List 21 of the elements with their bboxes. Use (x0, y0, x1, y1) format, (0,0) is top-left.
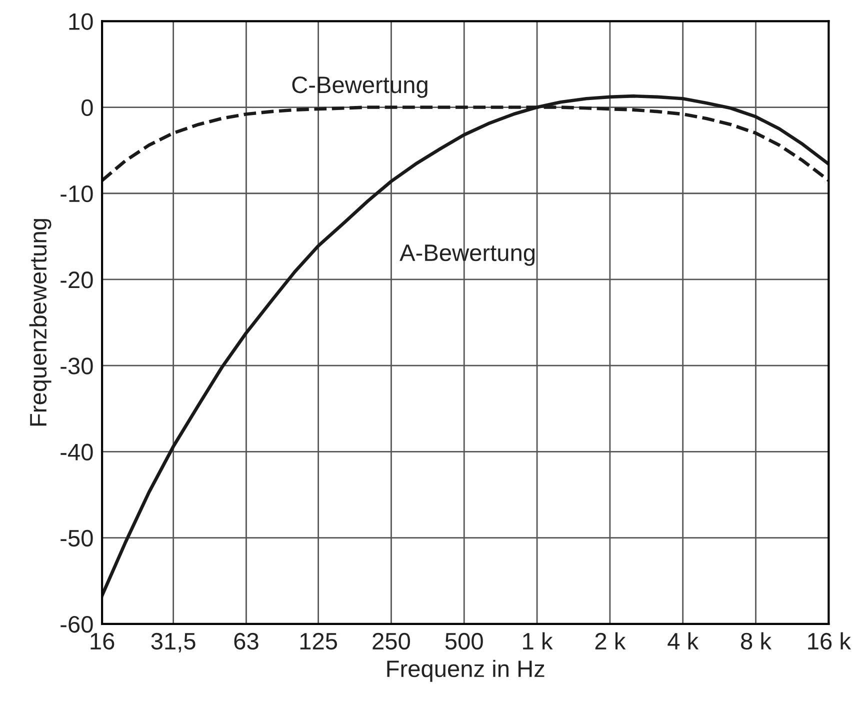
x-tick-label: 8 k (741, 632, 772, 650)
x-tick-label: 63 (234, 632, 258, 650)
y-tick-label: -50 (60, 530, 93, 547)
y-tick-label: -20 (60, 272, 93, 288)
x-tick-label: 16 k (808, 632, 852, 650)
y-tick-label: -30 (60, 358, 93, 374)
y-tick-label: 0 (82, 99, 93, 116)
x-tick-label: 250 (372, 632, 410, 650)
x-tick-label: 500 (445, 632, 483, 650)
y-tick-label: -40 (60, 444, 93, 460)
y-tick-label: 10 (69, 13, 93, 30)
y-axis-title: Frequenzbewertung (29, 219, 52, 426)
x-tick-label: 4 k (668, 632, 699, 650)
x-tick-label: 125 (300, 632, 338, 650)
x-tick-label: 2 k (595, 632, 626, 650)
y-tick-label: -10 (60, 185, 93, 202)
x-tick-label: 31,5 (151, 632, 196, 652)
x-axis-title: Frequenz in Hz (387, 660, 544, 682)
y-tick-label: -60 (60, 616, 93, 633)
x-tick-label: 16 (90, 632, 114, 650)
x-tick-label: 1 k (523, 632, 553, 650)
